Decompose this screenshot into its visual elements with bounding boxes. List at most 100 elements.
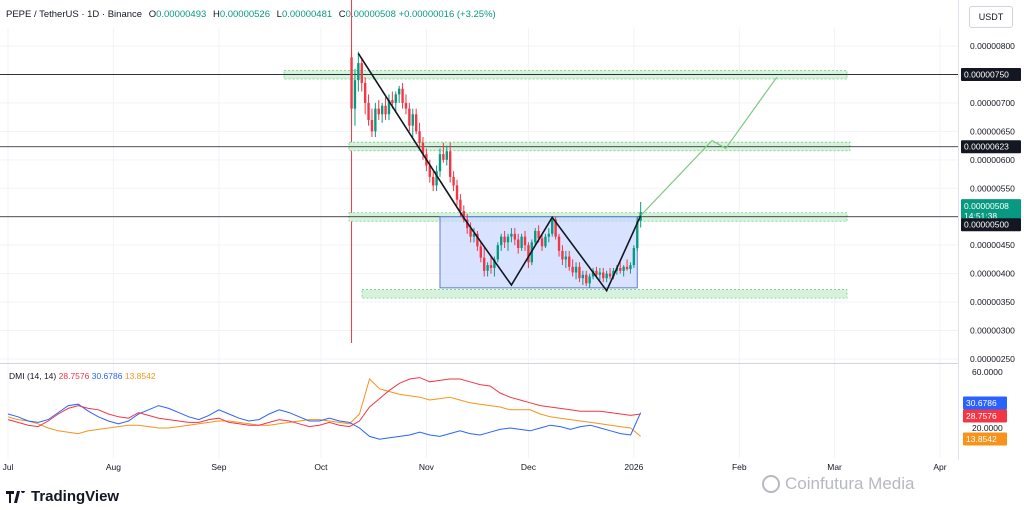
candle-body: [438, 154, 442, 172]
candle-body: [557, 236, 561, 251]
candle-body: [513, 233, 517, 240]
last-price-value: 0.00000508: [964, 201, 1009, 211]
candle-body: [578, 266, 581, 279]
tradingview-logo-icon: [6, 490, 25, 503]
dmi-panel: [7, 377, 642, 440]
candle-body: [486, 265, 489, 271]
candle-body: [540, 238, 544, 247]
candle-body: [455, 185, 459, 200]
candle-body: [469, 228, 472, 237]
currency-button[interactable]: USDT: [969, 6, 1013, 28]
candle-body: [435, 171, 438, 186]
watermark-text: Coinfutura Media: [785, 474, 915, 493]
candle-body: [387, 100, 391, 115]
candle-body: [544, 236, 547, 247]
candle-body: [605, 273, 608, 279]
bar-countdown: 14:51:38: [964, 211, 997, 221]
candle-body: [452, 176, 455, 186]
candle-body: [428, 165, 431, 177]
y-tick-label: 0.00000550: [970, 183, 1015, 193]
candle-body: [608, 273, 612, 277]
high-value: 0.00000526: [219, 9, 271, 20]
x-tick-label: 2026: [624, 462, 643, 472]
candle-body: [527, 245, 530, 263]
candle-body: [404, 102, 408, 109]
price-labels: 0.000007500.000006230.0000050814:51:380.…: [961, 67, 1021, 232]
candle-body: [489, 265, 493, 268]
candle-body: [360, 63, 363, 83]
candle-body: [554, 219, 557, 237]
open-value: 0.00000493: [156, 9, 207, 20]
candle-body: [411, 114, 414, 126]
brand-name: TradingView: [31, 488, 120, 505]
dmi-legend: DMI (14, 14) 28.7576 30.6786 13.8542: [9, 371, 156, 381]
candle-body: [537, 230, 540, 239]
candle-body: [350, 57, 353, 109]
di-minus-badge-text: 28.7576: [966, 411, 997, 421]
adx-badge-text: 13.8542: [966, 434, 997, 444]
candle-body: [483, 257, 486, 271]
candle-body: [622, 266, 625, 271]
candle-body: [506, 236, 510, 243]
candle-body: [479, 246, 482, 258]
candle-body: [551, 219, 554, 234]
candle-body: [520, 236, 523, 249]
candle-body: [510, 233, 513, 237]
candle-body: [629, 265, 632, 270]
candle-body: [625, 266, 629, 270]
watermark: Coinfutura Media: [762, 474, 914, 494]
y-tick-label: 0.00000600: [970, 155, 1015, 165]
y-tick-label: 0.00000300: [970, 326, 1015, 336]
candle-body: [598, 272, 602, 275]
pattern-trendline: [357, 52, 642, 293]
candle-body: [394, 94, 397, 103]
y-tick-label: 0.00000400: [970, 269, 1015, 279]
low-label: L: [276, 9, 282, 20]
candle-body: [602, 272, 605, 279]
candle-body: [401, 88, 404, 103]
candle-body: [380, 105, 384, 115]
candle-body: [377, 108, 380, 115]
adx-badge: [963, 432, 1007, 446]
candle-body: [503, 236, 506, 243]
x-tick-label: Aug: [106, 462, 121, 472]
low-value: 0.00000481: [281, 9, 333, 20]
candle-body: [445, 151, 448, 160]
candle-body: [353, 80, 357, 109]
candle-body: [534, 230, 537, 243]
level-price-badge: [961, 140, 1021, 154]
candle-body: [619, 267, 622, 271]
candle-body: [581, 274, 585, 279]
candle-body: [397, 88, 401, 95]
di-plus-badge-text: 30.6786: [966, 398, 997, 408]
candle-body: [418, 131, 421, 143]
candle-body: [574, 266, 578, 273]
y-tick-label: 0.00000350: [970, 297, 1015, 307]
candle-body: [523, 236, 527, 246]
projection-line: [640, 76, 778, 217]
x-tick-label: Jul: [3, 462, 14, 472]
dmi-title: DMI (14, 14): [9, 371, 57, 381]
symbol-title: PEPE / TetherUS · 1D · Binance: [6, 9, 143, 20]
candle-body: [517, 239, 520, 249]
tradingview-logo[interactable]: TradingView: [6, 488, 119, 505]
chart-header: PEPE / TetherUS · 1D · Binance O0.000004…: [6, 9, 496, 20]
dmi-plus-legend-value: 30.6786: [91, 371, 123, 381]
x-tick-label: Apr: [933, 462, 946, 472]
candle-body: [408, 108, 411, 126]
y-tick-label: 0.00000250: [970, 354, 1015, 364]
candle-body: [414, 114, 418, 132]
candle-body: [472, 233, 476, 237]
candle-body: [367, 102, 370, 120]
candle-body: [564, 256, 568, 260]
watermark-icon: [762, 475, 780, 493]
candle-body: [374, 108, 377, 132]
candle-body: [391, 100, 394, 103]
di-plus-line: [7, 403, 642, 440]
candle-body: [612, 270, 615, 277]
open-label: O: [148, 9, 157, 20]
time-axis: Jul Aug Sep Oct Nov Dec 2026 Feb Mar Apr: [3, 462, 947, 472]
candle-body: [585, 274, 588, 284]
level-price-badge: [961, 67, 1021, 81]
